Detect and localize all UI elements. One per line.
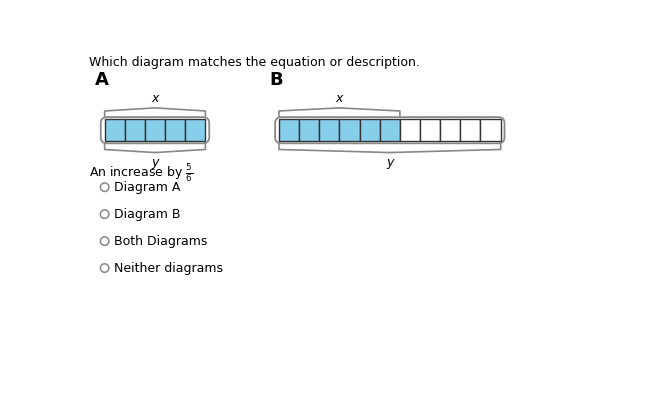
Text: Both Diagrams: Both Diagrams: [114, 234, 207, 247]
Text: Which diagram matches the equation or description.: Which diagram matches the equation or de…: [89, 56, 420, 69]
Bar: [186, 119, 205, 141]
Text: y: y: [386, 156, 393, 168]
Text: Diagram B: Diagram B: [114, 208, 180, 221]
Bar: [380, 119, 400, 141]
Text: A: A: [95, 70, 109, 89]
Text: x: x: [336, 92, 343, 105]
Bar: [105, 119, 125, 141]
Bar: [400, 119, 420, 141]
Bar: [279, 119, 299, 141]
Bar: [319, 119, 339, 141]
Text: Diagram A: Diagram A: [114, 181, 180, 194]
Bar: [480, 119, 501, 141]
Bar: [359, 119, 380, 141]
Bar: [145, 119, 165, 141]
Text: B: B: [270, 70, 283, 89]
Bar: [440, 119, 460, 141]
Bar: [299, 119, 319, 141]
Bar: [460, 119, 480, 141]
Text: Neither diagrams: Neither diagrams: [114, 262, 223, 275]
Bar: [165, 119, 186, 141]
Text: x: x: [151, 92, 159, 105]
Text: An increase by $\frac{5}{6}$: An increase by $\frac{5}{6}$: [89, 162, 193, 184]
Bar: [420, 119, 440, 141]
Bar: [125, 119, 145, 141]
Text: y: y: [151, 156, 159, 168]
Bar: [339, 119, 359, 141]
